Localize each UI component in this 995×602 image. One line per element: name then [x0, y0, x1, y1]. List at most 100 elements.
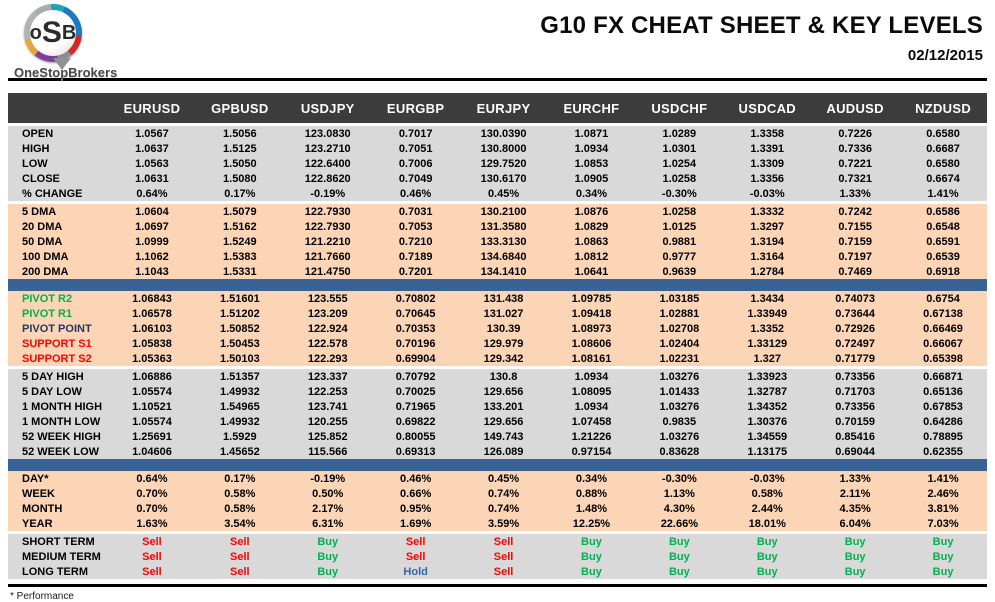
table-cell: 1.0637 [135, 142, 169, 155]
table-cell: 1.0812 [574, 250, 609, 263]
table-cell: 7.03% [927, 517, 959, 530]
table-cell: 1.25691 [132, 430, 172, 443]
table-cell: 0.78895 [923, 430, 963, 443]
table-cell: 6.04% [839, 517, 871, 530]
table-cell: Sell [493, 565, 514, 578]
table-cell: 1.32787 [747, 385, 788, 398]
table-cell: 0.7210 [398, 235, 433, 248]
table-cell: 2.44% [751, 502, 783, 515]
table-cell: 1.5331 [223, 265, 257, 278]
table-cell: 122.253 [307, 385, 348, 398]
table-row: 5 DAY HIGH 1.06886 1.51357 123.337 0.70792 13… [8, 369, 987, 384]
table-cell: 115.566 [308, 445, 348, 458]
table-row: PIVOT R2 1.06843 1.51601 123.555 0.70802 131.… [8, 291, 987, 306]
table-cell: 1.0876 [574, 205, 609, 218]
table-cell: 1.0641 [574, 265, 609, 278]
column-header-usdcad: USDCAD [738, 100, 796, 116]
table-cell: 1.5929 [223, 430, 257, 443]
row-label: 5 DAY LOW [22, 385, 82, 398]
table-row: LOW 1.0563 1.5050 122.6400 0.7006 129.7520 1.0… [8, 156, 987, 171]
table-cell: 123.741 [307, 400, 348, 413]
table-cell: 122.578 [307, 337, 348, 350]
table-cell: 4.35% [839, 502, 871, 515]
table-cell: 130.0390 [480, 127, 527, 140]
table-cell: 1.0567 [135, 127, 169, 140]
column-header-eurchf: EURCHF [563, 100, 620, 116]
table-cell: 1.3434 [750, 292, 785, 305]
table-cell: 1.0871 [574, 127, 609, 140]
table-cell: 120.255 [307, 415, 348, 428]
table-cell: 1.05363 [132, 352, 172, 365]
table-cell: 0.66% [400, 487, 432, 500]
table-cell: 12.25% [572, 517, 611, 530]
table-cell: 0.70% [136, 502, 168, 515]
table-cell: 0.6580 [926, 157, 960, 170]
table-cell: 1.03276 [659, 370, 700, 383]
table-cell: Sell [142, 565, 162, 578]
table-cell: 0.73644 [835, 307, 876, 320]
table-cell: 0.7221 [838, 157, 872, 170]
table-cell: 0.7197 [838, 250, 872, 263]
row-label: 5 DMA [22, 205, 57, 218]
table-cell: 0.7469 [838, 265, 872, 278]
table-cell: 0.69822 [395, 415, 436, 428]
table-cell: 3.81% [927, 502, 959, 515]
row-label: DAY* [22, 472, 49, 485]
table-cell: 0.72497 [835, 337, 876, 350]
table-cell: 0.7031 [398, 205, 433, 218]
table-cell: Buy [932, 535, 954, 548]
table-cell: 1.3358 [750, 127, 785, 140]
table-cell: 1.3309 [750, 157, 785, 170]
table-cell: 1.08161 [571, 352, 612, 365]
table-cell: Sell [230, 550, 250, 563]
table-cell: 1.05574 [132, 415, 172, 428]
row-label: SUPPORT S1 [22, 337, 92, 350]
table-cell: 0.6539 [926, 250, 960, 263]
row-label: WEEK [22, 487, 55, 500]
table-cell: 122.8620 [304, 172, 351, 185]
title-block: G10 FX CHEAT SHEET & KEY LEVELS 02/12/20… [540, 4, 985, 64]
table-cell: -0.30% [661, 187, 697, 200]
table-cell: Buy [756, 535, 778, 548]
top-divider [8, 78, 987, 81]
table-cell: 134.6840 [480, 250, 527, 263]
table-cell: 0.70792 [395, 370, 436, 383]
table-cell: 0.17% [224, 187, 256, 200]
column-header-audusd: AUDUSD [826, 100, 884, 116]
table-cell: 0.7159 [838, 235, 872, 248]
table-cell: 1.0258 [662, 172, 697, 185]
bottom-divider [8, 584, 987, 587]
table-row: 52 WEEK HIGH 1.25691 1.5929 125.852 0.80055 1… [8, 429, 987, 444]
table-cell: 18.01% [748, 517, 786, 530]
table-cell: 1.04606 [132, 445, 172, 458]
row-label: 20 DMA [22, 220, 63, 233]
table-cell: 129.979 [483, 337, 524, 350]
table-cell: 2.17% [312, 502, 344, 515]
table-cell: 1.3297 [750, 220, 785, 233]
block-ranges: 5 DAY HIGH 1.06886 1.51357 123.337 0.70792 13… [8, 369, 987, 459]
row-label: SHORT TERM [22, 535, 95, 548]
table-cell: 130.8000 [480, 142, 527, 155]
table-cell: Buy [756, 565, 778, 578]
table-cell: 0.70159 [835, 415, 876, 428]
table-cell: 1.33923 [747, 370, 788, 383]
table-row: YEAR 1.63% 3.54% 6.31% 1.69% 3.59% 12.25% 22.66… [8, 516, 987, 531]
table-cell: 1.0853 [574, 157, 609, 170]
row-label: LONG TERM [22, 565, 88, 578]
section-separator-gap [8, 201, 987, 204]
table-cell: 121.7660 [304, 250, 351, 263]
table-row: 1 MONTH LOW 1.05574 1.49932 120.255 0.69822 1… [8, 414, 987, 429]
row-label: SUPPORT S2 [22, 352, 92, 365]
table-cell: 122.7930 [304, 220, 351, 233]
table-cell: 131.438 [483, 292, 524, 305]
table-row: 5 DMA 1.0604 1.5079 122.7930 0.7031 130.2100 1… [8, 204, 987, 219]
table-cell: 0.6586 [926, 205, 960, 218]
table-cell: 1.30376 [747, 415, 788, 428]
table-cell: 0.71779 [835, 352, 876, 365]
row-label: OPEN [22, 127, 54, 140]
table-cell: 0.73356 [835, 370, 876, 383]
table-cell: 0.7053 [398, 220, 433, 233]
table-row: 50 DMA 1.0999 1.5249 121.2210 0.7210 133.3130… [8, 234, 987, 249]
row-label: 100 DMA [22, 250, 69, 263]
